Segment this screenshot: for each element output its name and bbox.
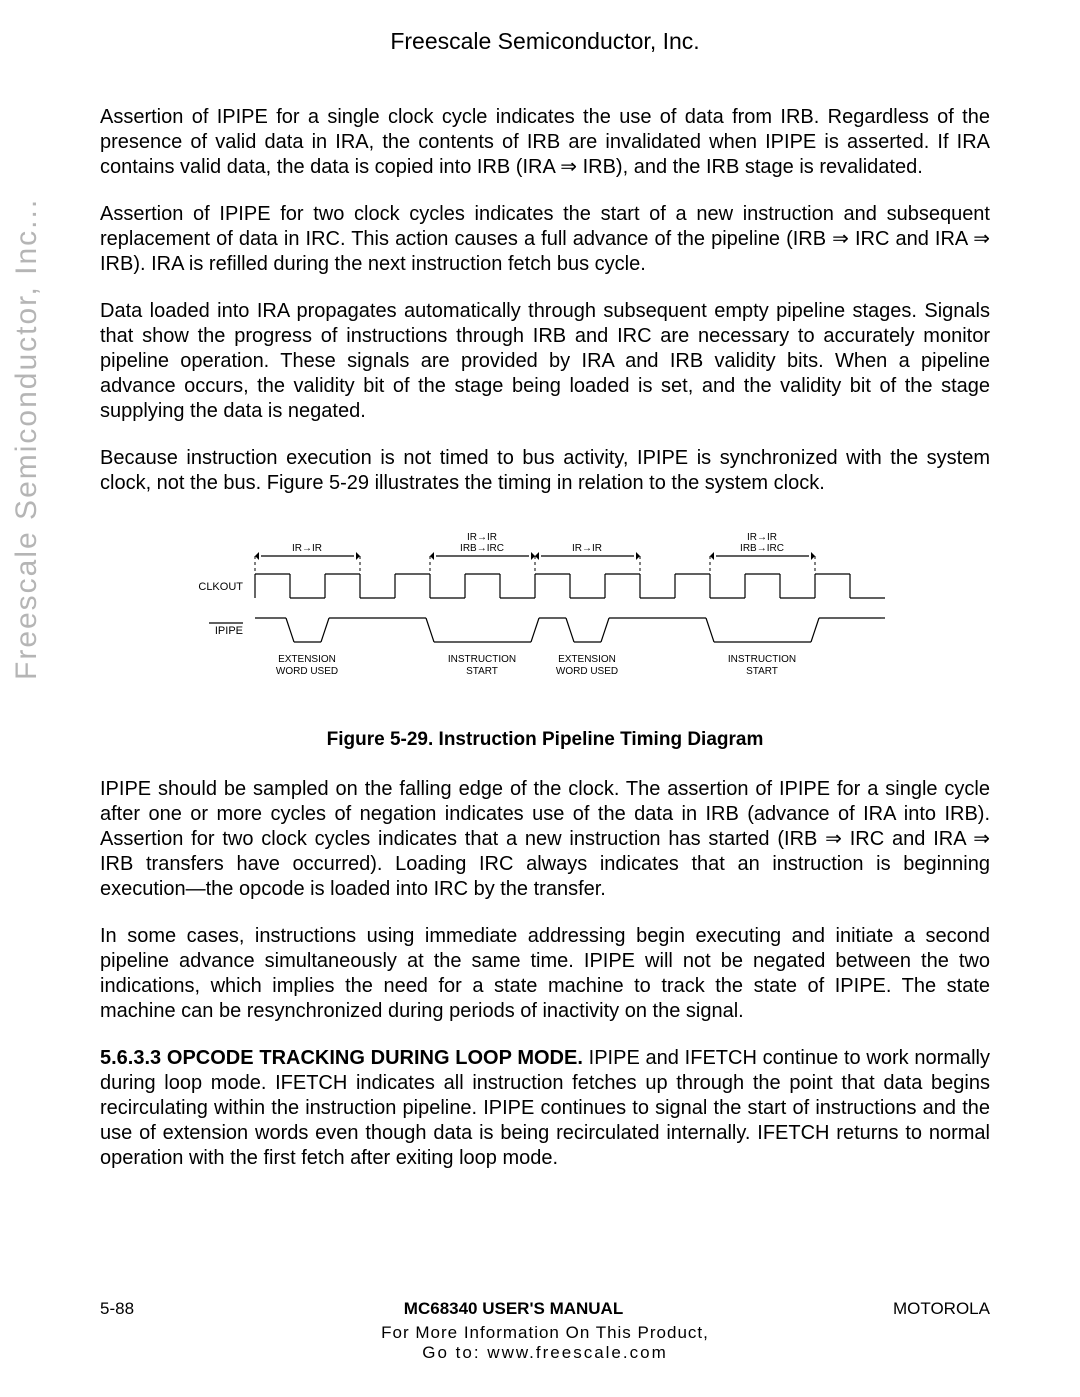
svg-text:INSTRUCTION: INSTRUCTION — [728, 654, 796, 665]
svg-text:IR→IR: IR→IR — [467, 532, 497, 543]
footer-brand: MOTOROLA — [893, 1299, 990, 1319]
watermark-vertical: Freescale Semiconductor, Inc... — [10, 198, 44, 680]
paragraph-1: Assertion of IPIPE for a single clock cy… — [100, 105, 990, 180]
timing-diagram: CLKOUTIPIPEIR→IRIR→IRIRB→IRCIR→IRIR→IRIR… — [100, 526, 990, 711]
footer-info-2: Go to: www.freescale.com — [100, 1343, 990, 1363]
svg-text:START: START — [746, 666, 778, 677]
page-footer: 5-88 MC68340 USER'S MANUAL MOTOROLA For … — [100, 1299, 990, 1363]
timing-svg: CLKOUTIPIPEIR→IRIR→IRIRB→IRCIR→IRIR→IRIR… — [155, 526, 935, 706]
page-header: Freescale Semiconductor, Inc. — [100, 28, 990, 55]
svg-text:IRB→IRC: IRB→IRC — [460, 543, 504, 554]
footer-page-number: 5-88 — [100, 1299, 134, 1319]
footer-info-1: For More Information On This Product, — [100, 1323, 990, 1343]
svg-text:IR→IR: IR→IR — [747, 532, 777, 543]
page: Freescale Semiconductor, Inc... Freescal… — [0, 0, 1080, 1397]
footer-manual-title: MC68340 USER'S MANUAL — [404, 1299, 623, 1319]
svg-text:IR→IR: IR→IR — [292, 543, 322, 554]
svg-text:IR→IR: IR→IR — [572, 543, 602, 554]
footer-row: 5-88 MC68340 USER'S MANUAL MOTOROLA — [100, 1299, 990, 1319]
svg-text:EXTENSION: EXTENSION — [558, 654, 616, 665]
svg-text:WORD USED: WORD USED — [556, 666, 618, 677]
paragraph-5: IPIPE should be sampled on the falling e… — [100, 777, 990, 902]
svg-text:IRB→IRC: IRB→IRC — [740, 543, 784, 554]
svg-text:WORD USED: WORD USED — [276, 666, 338, 677]
svg-text:INSTRUCTION: INSTRUCTION — [448, 654, 516, 665]
svg-text:START: START — [466, 666, 498, 677]
figure-caption: Figure 5-29. Instruction Pipeline Timing… — [100, 729, 990, 751]
section-heading: 5.6.3.3 OPCODE TRACKING DURING LOOP MODE… — [100, 1047, 583, 1069]
svg-text:CLKOUT: CLKOUT — [198, 581, 243, 593]
paragraph-3: Data loaded into IRA propagates automati… — [100, 299, 990, 424]
paragraph-2: Assertion of IPIPE for two clock cycles … — [100, 202, 990, 277]
svg-text:IPIPE: IPIPE — [215, 625, 243, 637]
paragraph-4: Because instruction execution is not tim… — [100, 446, 990, 496]
paragraph-7: 5.6.3.3 OPCODE TRACKING DURING LOOP MODE… — [100, 1046, 990, 1171]
paragraph-6: In some cases, instructions using immedi… — [100, 924, 990, 1024]
svg-text:EXTENSION: EXTENSION — [278, 654, 336, 665]
